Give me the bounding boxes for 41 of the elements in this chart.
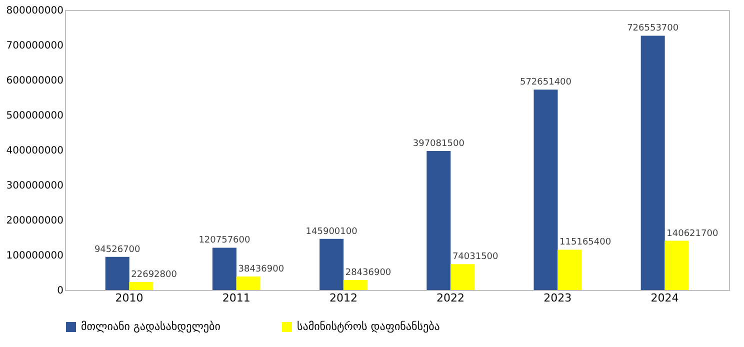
y-tick-label: 800000000 [6,6,64,16]
bar [558,250,582,290]
bar [664,240,689,290]
data-label: 38436900 [238,264,284,275]
data-label: 74031500 [452,252,499,262]
bar [343,280,368,290]
x-tick-label: 2022 [436,292,465,304]
bar [129,282,154,290]
data-label: 120757600 [198,236,250,246]
data-label: 726553700 [627,24,679,34]
bar [534,90,558,290]
legend-label: მთლიანი გადასახდელები [81,320,221,333]
legend-label: სამინისტროს დაფინანსება [297,320,440,333]
bar [105,256,130,290]
data-label: 115165400 [560,238,612,248]
x-tick-label: 2023 [544,292,572,304]
bar [320,238,344,290]
y-tick-label: 100000000 [6,250,64,262]
x-tick-label: 2024 [650,292,679,304]
x-tick-label: 2010 [115,292,144,304]
y-tick-label: 0 [57,286,64,296]
bar [212,248,236,290]
data-label: 145900100 [306,226,358,237]
data-label: 22692800 [131,270,178,280]
bar [450,264,474,290]
y-tick-label: 400000000 [6,146,64,156]
bar [426,151,451,290]
y-tick-label: 600000000 [6,76,64,86]
bar [236,276,260,290]
data-label: 94526700 [94,244,141,255]
y-tick-label: 200000000 [6,216,64,226]
data-label: 28436900 [345,268,392,278]
data-label: 397081500 [412,139,465,150]
x-tick-label: 2011 [222,292,250,304]
y-tick-label: 500000000 [6,110,64,122]
y-tick-label: 700000000 [6,40,64,52]
data-label: 572651400 [520,78,572,88]
x-tick-label: 2012 [329,292,358,304]
y-tick-label: 300000000 [6,180,64,192]
data-label: 140621700 [666,228,718,239]
bar [640,36,665,290]
